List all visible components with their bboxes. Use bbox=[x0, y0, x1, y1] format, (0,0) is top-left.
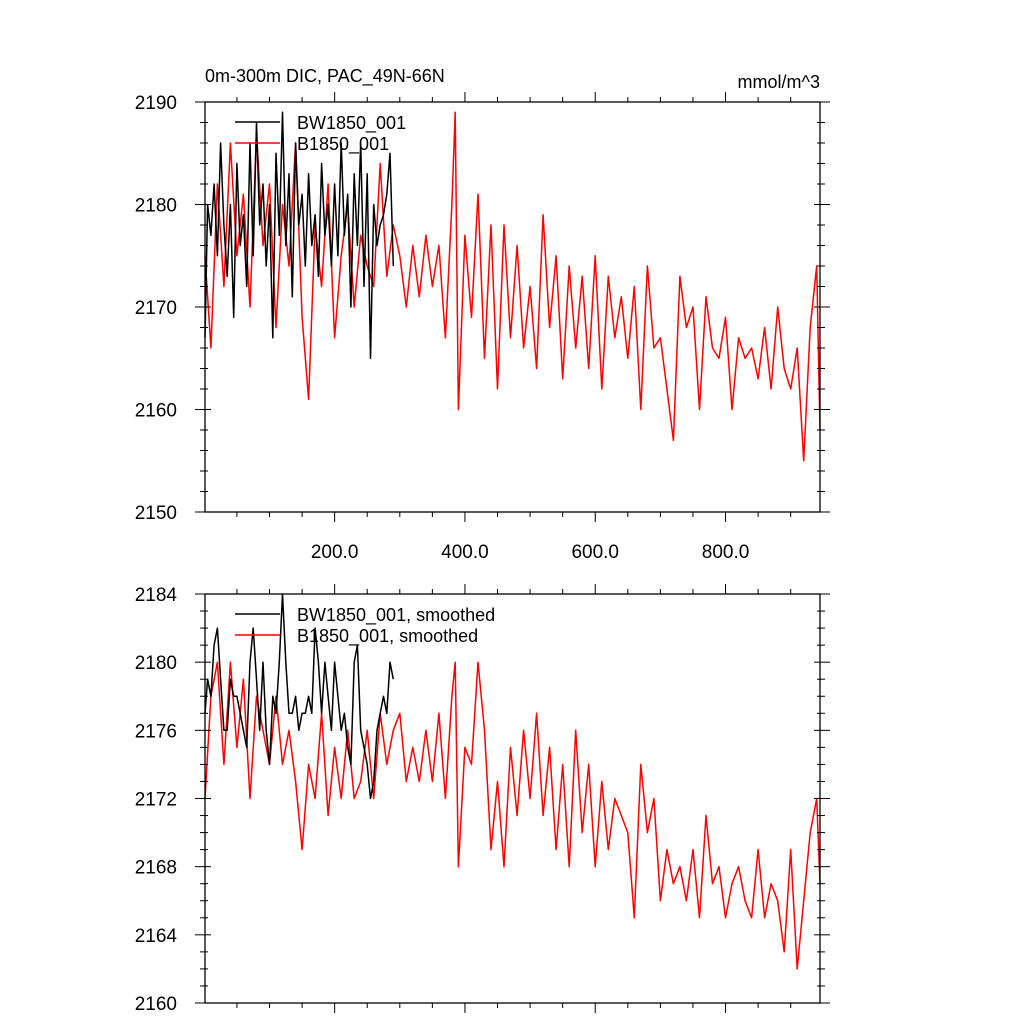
panel-1-units-label: mmol/m^3 bbox=[738, 72, 820, 92]
panel-2-legend-label-1: BW1850_001, smoothed bbox=[297, 605, 495, 626]
panel-1-ytick-label: 2180 bbox=[135, 196, 177, 217]
panel-1-series-line-2 bbox=[204, 111, 821, 462]
panel-2-ytick-label: 2164 bbox=[135, 926, 178, 947]
panel-1-ytick-label: 2170 bbox=[135, 298, 177, 319]
panel-1-legend-label-2: B1850_001 bbox=[297, 134, 389, 155]
panel-1-xtick-label: 800.0 bbox=[702, 542, 750, 563]
panel-2-ytick-label: 2184 bbox=[135, 585, 178, 606]
panel-2-series-line-1 bbox=[204, 593, 395, 800]
panel-1-series-line-1 bbox=[204, 111, 395, 360]
panel-2-series-line-2 bbox=[204, 661, 821, 970]
panel-2-ytick-label: 2176 bbox=[135, 721, 177, 742]
panel-1-xtick-label: 200.0 bbox=[311, 542, 359, 563]
panel-1-title: 0m-300m DIC, PAC_49N-66N bbox=[205, 66, 445, 87]
panel-2-ytick-label: 2160 bbox=[135, 994, 177, 1015]
panel-2-ytick-label: 2172 bbox=[135, 790, 177, 811]
panel-2-ytick-label: 2168 bbox=[135, 858, 177, 879]
panel-2-legend-label-2: B1850_001, smoothed bbox=[297, 626, 478, 647]
panel-2-ytick-label: 2180 bbox=[135, 653, 177, 674]
panel-1-ytick-label: 2190 bbox=[135, 93, 177, 114]
panel-2-group bbox=[204, 593, 821, 970]
panel-1-group bbox=[204, 111, 821, 462]
panel-1-ytick-label: 2160 bbox=[135, 401, 177, 422]
panel-1-xtick-label: 400.0 bbox=[441, 542, 489, 563]
panel-1-legend-label-1: BW1850_001 bbox=[297, 113, 406, 134]
panel-1-ytick-label: 2150 bbox=[135, 503, 177, 524]
panel-1-xtick-label: 600.0 bbox=[571, 542, 619, 563]
